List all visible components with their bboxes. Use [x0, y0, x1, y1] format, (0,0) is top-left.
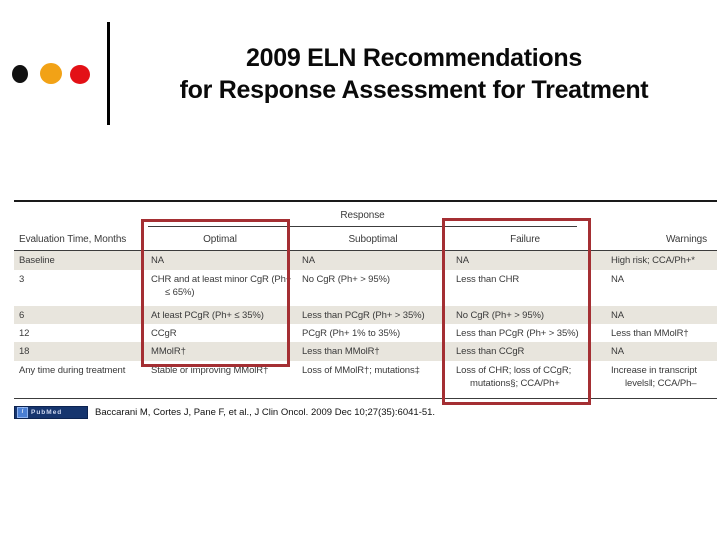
- cell-time: 3: [19, 274, 25, 285]
- cell-suboptimal: Loss of MMolR†; mutations‡: [302, 365, 420, 376]
- cell-warnings: Increase in transcript levels‖; CCA/Ph–: [611, 365, 697, 389]
- table-top-rule: [14, 200, 717, 202]
- header-bottom-rule: [14, 250, 717, 251]
- cell-suboptimal: Less than MMolR†: [302, 346, 380, 357]
- table-row-6-months: 6 At least PCgR (Ph+ ≤ 35%) Less than PC…: [14, 306, 717, 324]
- cell-optimal: At least PCgR (Ph+ ≤ 35%): [151, 310, 264, 321]
- highlight-box-failure-column: [442, 218, 591, 405]
- cell-failure: Less than CHR: [456, 274, 520, 285]
- table-spanner-row: Response: [14, 202, 717, 227]
- pubmed-icon: i: [17, 407, 28, 418]
- cell-suboptimal: NA: [302, 255, 315, 266]
- table-row-3-months: 3 CHR and at least minor CgR (Ph+ ≤ 65%)…: [14, 270, 717, 306]
- table-header-row: Evaluation Time, Months Optimal Suboptim…: [14, 227, 717, 250]
- slide-title: 2009 ELN Recommendations for Response As…: [108, 42, 720, 106]
- spanner-underline: [148, 226, 577, 227]
- cell-warnings: NA: [611, 346, 624, 357]
- cell-failure: Loss of CHR; loss of CCgR; mutations§; C…: [456, 365, 572, 389]
- table-row-12-months: 12 CCgR PCgR (Ph+ 1% to 35%) Less than P…: [14, 324, 717, 342]
- cell-suboptimal: Less than PCgR (Ph+ > 35%): [302, 310, 425, 321]
- cell-time: 18: [19, 346, 30, 357]
- cell-time: Any time during treatment: [19, 365, 126, 376]
- cell-warnings: High risk; CCA/Ph+*: [611, 255, 695, 266]
- cell-failure: Less than PCgR (Ph+ > 35%): [456, 328, 579, 339]
- table-row-baseline: Baseline NA NA NA High risk; CCA/Ph+*: [14, 251, 717, 270]
- response-criteria-table: Response Evaluation Time, Months Optimal…: [14, 200, 717, 399]
- decorative-dot-orange: [40, 63, 62, 84]
- cell-suboptimal: No CgR (Ph+ > 95%): [302, 274, 390, 285]
- cell-warnings: NA: [611, 310, 624, 321]
- cell-failure: Less than CCgR: [456, 346, 525, 357]
- table-row-any-time: Any time during treatment Stable or impr…: [14, 361, 717, 398]
- cell-optimal: NA: [151, 255, 164, 266]
- cell-warnings: Less than MMolR†: [611, 328, 689, 339]
- decorative-dot-black: [12, 65, 28, 83]
- pubmed-badge-label: PubMed: [31, 409, 63, 416]
- cell-warnings: NA: [611, 274, 624, 285]
- cell-suboptimal: PCgR (Ph+ 1% to 35%): [302, 328, 401, 339]
- citation-text: Baccarani M, Cortes J, Pane F, et al., J…: [95, 407, 436, 418]
- pubmed-badge[interactable]: i PubMed: [14, 406, 88, 419]
- spanner-header-response: Response: [340, 210, 385, 221]
- col-header-evaluation-time: Evaluation Time, Months: [19, 234, 127, 245]
- col-header-suboptimal: Suboptimal: [348, 234, 398, 245]
- highlight-box-optimal-column: [141, 219, 290, 367]
- cell-optimal: CCgR: [151, 328, 177, 339]
- col-header-optimal: Optimal: [203, 234, 237, 245]
- col-header-failure: Failure: [510, 234, 540, 245]
- vertical-divider-line: [107, 22, 110, 125]
- cell-failure: No CgR (Ph+ > 95%): [456, 310, 544, 321]
- col-header-warnings: Warnings: [665, 234, 708, 245]
- table-bottom-rule: [14, 398, 717, 399]
- slide-title-line1: 2009 ELN Recommendations: [246, 44, 582, 72]
- table-row-18-months: 18 MMolR† Less than MMolR† Less than CCg…: [14, 342, 717, 361]
- cell-failure: NA: [456, 255, 469, 266]
- cell-optimal: CHR and at least minor CgR (Ph+ ≤ 65%): [151, 274, 292, 298]
- citation-bar: i PubMed Baccarani M, Cortes J, Pane F, …: [14, 405, 435, 420]
- cell-time: Baseline: [19, 255, 55, 266]
- decorative-dot-red: [70, 65, 90, 84]
- slide-title-line2: for Response Assessment for Treatment: [179, 76, 649, 104]
- cell-optimal: MMolR†: [151, 346, 186, 357]
- cell-time: 6: [19, 310, 25, 321]
- cell-optimal: Stable or improving MMolR†: [151, 365, 269, 376]
- cell-time: 12: [19, 328, 30, 339]
